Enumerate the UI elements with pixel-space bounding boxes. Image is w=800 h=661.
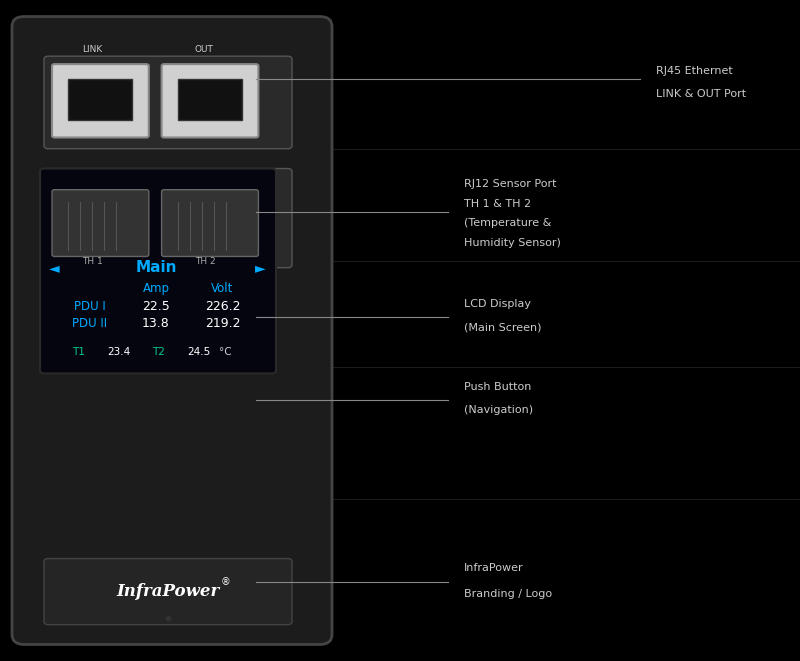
Text: ®: ® (221, 576, 230, 587)
Text: InfraPower: InfraPower (116, 583, 220, 600)
Text: ►: ► (254, 260, 266, 275)
Text: LINK: LINK (82, 45, 102, 54)
Text: Amp: Amp (142, 282, 170, 295)
FancyBboxPatch shape (40, 169, 276, 373)
FancyBboxPatch shape (52, 190, 149, 256)
FancyBboxPatch shape (44, 559, 292, 625)
Text: Branding / Logo: Branding / Logo (464, 588, 552, 599)
Text: RJ12 Sensor Port: RJ12 Sensor Port (464, 178, 557, 189)
Bar (68, 79, 132, 120)
FancyBboxPatch shape (44, 169, 292, 268)
Text: (Navigation): (Navigation) (464, 405, 533, 415)
Text: RJ45 Ethernet: RJ45 Ethernet (656, 66, 733, 77)
Text: PDU I: PDU I (74, 299, 106, 313)
Text: TH 2: TH 2 (195, 256, 216, 266)
Text: T2: T2 (152, 346, 165, 357)
Text: LCD Display: LCD Display (464, 299, 531, 309)
Text: 226.2: 226.2 (205, 299, 240, 313)
FancyBboxPatch shape (52, 64, 149, 137)
FancyBboxPatch shape (162, 64, 258, 137)
Text: LINK & OUT Port: LINK & OUT Port (656, 89, 746, 99)
Text: 22.5: 22.5 (142, 299, 170, 313)
Text: TH 1 & TH 2: TH 1 & TH 2 (464, 198, 531, 209)
Text: Main: Main (136, 260, 178, 275)
Text: TH 1: TH 1 (82, 256, 102, 266)
Text: 13.8: 13.8 (142, 317, 170, 330)
Text: Volt: Volt (211, 282, 234, 295)
Text: °C: °C (219, 346, 232, 357)
Text: Humidity Sensor): Humidity Sensor) (464, 238, 561, 249)
FancyBboxPatch shape (44, 56, 292, 149)
FancyBboxPatch shape (12, 17, 332, 644)
Text: InfraPower: InfraPower (464, 563, 524, 574)
Text: PDU II: PDU II (72, 317, 107, 330)
Bar (178, 79, 242, 120)
Text: 219.2: 219.2 (205, 317, 240, 330)
Text: ◄: ◄ (49, 260, 60, 275)
Text: OUT: OUT (194, 45, 214, 54)
Text: (Main Screen): (Main Screen) (464, 322, 542, 332)
FancyBboxPatch shape (162, 190, 258, 256)
Text: 23.4: 23.4 (106, 346, 130, 357)
Text: 24.5: 24.5 (186, 346, 210, 357)
Text: T1: T1 (72, 346, 85, 357)
Text: Push Button: Push Button (464, 381, 531, 392)
Text: (Temperature &: (Temperature & (464, 218, 551, 229)
